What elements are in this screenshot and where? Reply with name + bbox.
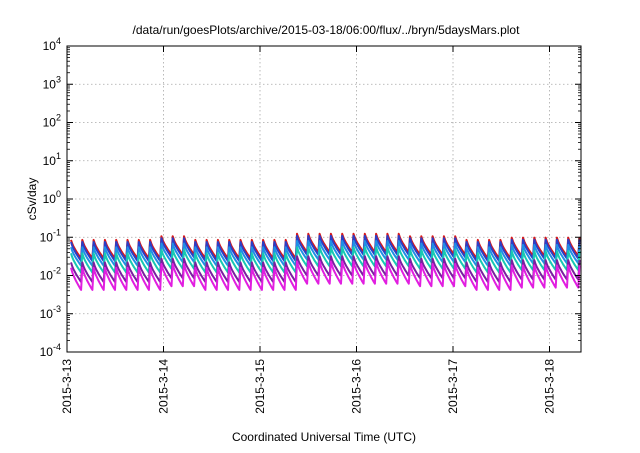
y-tick-exponent: 1 — [56, 151, 61, 161]
y-tick-label: 100 — [43, 189, 61, 206]
series-line-2 — [70, 234, 581, 262]
x-tick-label: 2015-3-18 — [543, 359, 557, 414]
y-tick-base: 10 — [43, 77, 57, 91]
chart-title: /data/run/goesPlots/archive/2015-03-18/0… — [133, 23, 521, 37]
y-tick-exponent: -3 — [53, 304, 61, 314]
y-tick-label: 10-2 — [40, 266, 61, 283]
y-tick-base: 10 — [40, 307, 54, 321]
y-tick-label: 102 — [43, 113, 61, 130]
x-axis-label: Coordinated Universal Time (UTC) — [232, 430, 416, 444]
y-axis-label: cSv/day — [25, 178, 39, 221]
x-tick-label: 2015-3-13 — [60, 359, 74, 414]
y-tick-base: 10 — [43, 39, 57, 53]
y-tick-exponent: -1 — [53, 227, 61, 237]
y-tick-exponent: -2 — [53, 266, 61, 276]
y-tick-exponent: -4 — [53, 342, 61, 352]
y-tick-label: 10-1 — [40, 227, 61, 244]
y-tick-exponent: 2 — [56, 113, 61, 123]
y-tick-base: 10 — [40, 230, 54, 244]
series-line-6 — [70, 260, 581, 291]
series-line-3 — [70, 240, 581, 267]
y-tick-base: 10 — [40, 269, 54, 283]
y-tick-exponent: 0 — [56, 189, 61, 199]
data-series — [70, 232, 581, 291]
y-tick-label: 103 — [43, 74, 61, 91]
y-tick-base: 10 — [43, 154, 57, 168]
y-tick-label: 104 — [43, 36, 61, 53]
x-tick-label: 2015-3-16 — [350, 359, 364, 414]
y-tick-base: 10 — [40, 345, 54, 359]
y-tick-exponent: 3 — [56, 74, 61, 84]
series-line-5 — [70, 255, 581, 283]
x-tick-labels: 2015-3-13 2015-3-14 2015-3-15 2015-3-16 2015… — [60, 359, 557, 414]
x-tick-label: 2015-3-17 — [446, 359, 460, 414]
y-tick-label: 101 — [43, 151, 61, 168]
y-tick-exponent: 4 — [56, 36, 61, 46]
y-tick-base: 10 — [43, 192, 57, 206]
x-tick-label: 2015-3-15 — [253, 359, 267, 414]
y-tick-label: 10-4 — [40, 342, 61, 359]
y-tick-base: 10 — [43, 116, 57, 130]
axis-ticks — [66, 45, 581, 353]
grid-lines — [67, 46, 581, 352]
series-line-1 — [70, 232, 581, 260]
x-tick-label: 2015-3-14 — [157, 359, 171, 414]
y-tick-label: 10-3 — [40, 304, 61, 321]
series-line-4 — [70, 246, 581, 274]
